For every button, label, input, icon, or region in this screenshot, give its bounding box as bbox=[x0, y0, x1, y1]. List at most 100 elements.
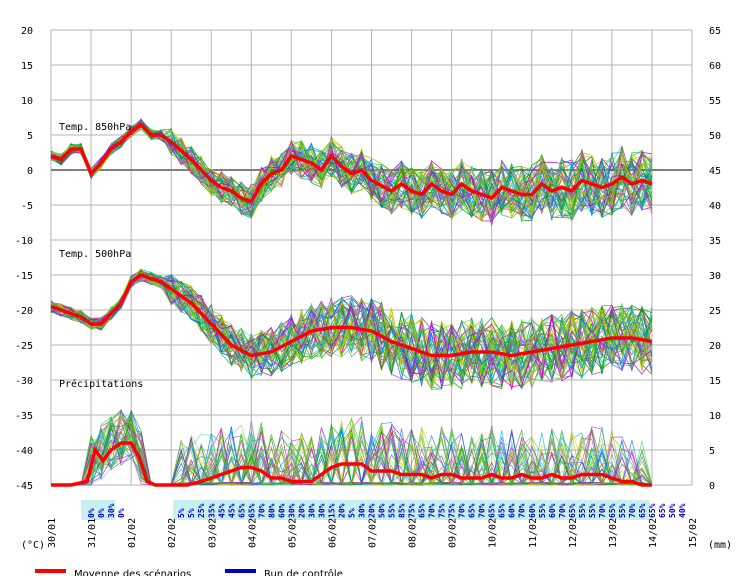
probability-band-main bbox=[173, 500, 650, 520]
right-tick-label: 45 bbox=[709, 166, 721, 177]
left-tick-label: -15 bbox=[15, 271, 33, 282]
right-tick-label: 5 bbox=[709, 446, 715, 457]
x-tick-label: 15/02 bbox=[688, 518, 699, 548]
probability-label: 40% bbox=[678, 503, 687, 518]
probability-label: 65% bbox=[648, 503, 657, 518]
panel-label-t850: Temp. 850hPa bbox=[59, 122, 131, 133]
left-tick-label: 20 bbox=[21, 26, 33, 37]
probability-label: 25% bbox=[197, 503, 206, 518]
axis-ticks: 20151050-5-10-15-20-25-30-35-40-45656055… bbox=[15, 26, 721, 548]
legend-control-label: Run de contrôle bbox=[264, 568, 343, 576]
probability-label: 15% bbox=[327, 503, 336, 518]
probability-label: 65% bbox=[237, 503, 246, 518]
probability-label: 65% bbox=[608, 503, 617, 518]
right-tick-label: 10 bbox=[709, 411, 721, 422]
probability-label: 50% bbox=[668, 503, 677, 518]
probability-label: 70% bbox=[628, 503, 637, 518]
x-tick-label: 05/02 bbox=[287, 518, 298, 548]
probability-label: 75% bbox=[408, 503, 417, 518]
x-tick-label: 31/01 bbox=[87, 518, 98, 548]
right-tick-label: 65 bbox=[709, 26, 721, 37]
probability-label: 55% bbox=[388, 503, 397, 518]
panel-label-precip: Précipitations bbox=[59, 378, 143, 390]
probability-label: 50% bbox=[378, 503, 387, 518]
left-tick-label: -5 bbox=[21, 201, 33, 212]
probability-label: 70% bbox=[257, 503, 266, 518]
probability-label: 35% bbox=[207, 503, 216, 518]
left-tick-label: 0 bbox=[27, 166, 33, 177]
left-tick-label: -10 bbox=[15, 236, 33, 247]
x-tick-label: 06/02 bbox=[327, 518, 338, 548]
ensemble-member-t850 bbox=[50, 124, 653, 218]
probability-label: 85% bbox=[398, 503, 407, 518]
x-tick-label: 10/02 bbox=[488, 518, 499, 548]
probability-label: 30% bbox=[307, 503, 316, 518]
right-tick-label: 35 bbox=[709, 236, 721, 247]
left-tick-label: -30 bbox=[15, 376, 33, 387]
probability-label: 60% bbox=[277, 503, 286, 518]
probability-label: 0% bbox=[117, 508, 126, 518]
x-tick-label: 30/01 bbox=[47, 518, 58, 548]
right-tick-label: 20 bbox=[709, 341, 721, 352]
mean-line-precip bbox=[51, 441, 652, 487]
probability-label: 70% bbox=[458, 503, 467, 518]
probability-band-early bbox=[81, 500, 116, 520]
x-tick-label: 11/02 bbox=[528, 518, 539, 548]
probability-label: 5% bbox=[177, 508, 186, 518]
x-tick-label: 07/02 bbox=[368, 518, 379, 548]
right-tick-label: 25 bbox=[709, 306, 721, 317]
probability-label: 70% bbox=[558, 503, 567, 518]
probability-label: 30% bbox=[107, 503, 116, 518]
probability-labels: 0% 0% 30% 0% 5% 5% 25% 35% 45% 45% 65% 65% 70% 80% 60%… bbox=[87, 503, 687, 518]
right-tick-label: 40 bbox=[709, 201, 721, 212]
x-tick-label: 02/02 bbox=[167, 518, 178, 548]
ensemble-member-t500 bbox=[50, 271, 653, 387]
x-tick-label: 01/02 bbox=[127, 518, 138, 548]
probability-label: 65% bbox=[498, 503, 507, 518]
probability-label: 30% bbox=[357, 503, 366, 518]
left-tick-label: 5 bbox=[27, 131, 33, 142]
x-tick-label: 14/02 bbox=[648, 518, 659, 548]
legend-mean-label: Moyenne des scénarios bbox=[74, 568, 191, 576]
probability-label: 65% bbox=[418, 503, 427, 518]
probability-label: 70% bbox=[518, 503, 527, 518]
probability-label: 65% bbox=[488, 503, 497, 518]
x-tick-label: 04/02 bbox=[247, 518, 258, 548]
right-tick-label: 15 bbox=[709, 376, 721, 387]
probability-label: 5% bbox=[347, 508, 356, 518]
probability-label: 65% bbox=[568, 503, 577, 518]
left-tick-label: -35 bbox=[15, 411, 33, 422]
probability-label: 0% bbox=[87, 508, 96, 518]
probability-label: 60% bbox=[548, 503, 557, 518]
probability-label: 45% bbox=[227, 503, 236, 518]
legend: Moyenne des scénarios Run de contrôle bbox=[35, 568, 343, 576]
probability-label: 60% bbox=[508, 503, 517, 518]
left-tick-label: -20 bbox=[15, 306, 33, 317]
left-tick-label: -40 bbox=[15, 446, 33, 457]
probability-label: 65% bbox=[247, 503, 256, 518]
right-axis-unit: (mm) bbox=[708, 540, 732, 551]
right-tick-label: 60 bbox=[709, 61, 721, 72]
probability-label: 30% bbox=[287, 503, 296, 518]
left-axis-unit: (°C) bbox=[21, 540, 45, 551]
probability-label: 20% bbox=[297, 503, 306, 518]
ensemble-member-t850 bbox=[50, 127, 653, 217]
probability-label: 60% bbox=[528, 503, 537, 518]
probability-label: 65% bbox=[638, 503, 647, 518]
left-tick-label: 10 bbox=[21, 96, 33, 107]
right-tick-label: 50 bbox=[709, 131, 721, 142]
ensemble-member-t500 bbox=[50, 271, 653, 380]
probability-label: 20% bbox=[368, 503, 377, 518]
probability-label: 70% bbox=[428, 503, 437, 518]
probability-label: 80% bbox=[267, 503, 276, 518]
ensemble-member-t500 bbox=[50, 270, 653, 383]
probability-label: 55% bbox=[588, 503, 597, 518]
probability-label: 70% bbox=[598, 503, 607, 518]
probability-label: 75% bbox=[448, 503, 457, 518]
right-tick-label: 55 bbox=[709, 96, 721, 107]
x-tick-label: 13/02 bbox=[608, 518, 619, 548]
probability-label: 65% bbox=[468, 503, 477, 518]
left-tick-label: -25 bbox=[15, 341, 33, 352]
